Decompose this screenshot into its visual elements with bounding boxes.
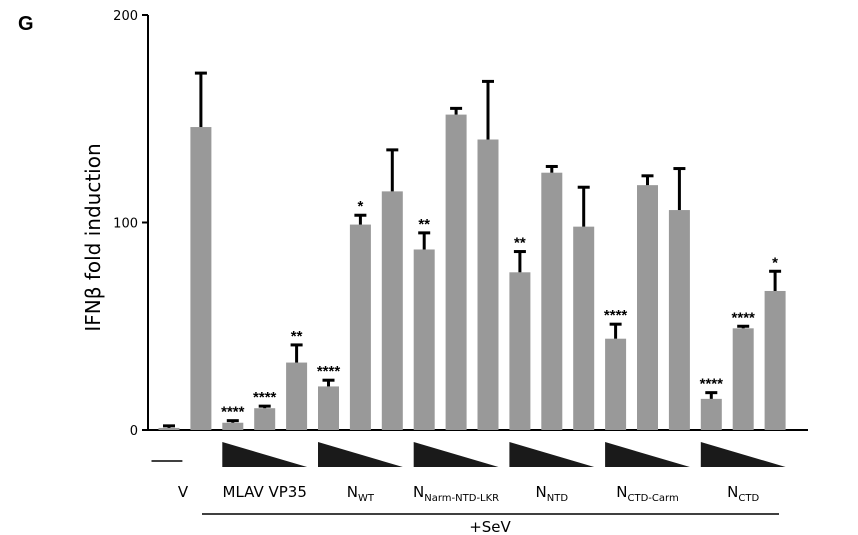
- bar: [190, 127, 212, 431]
- group-label-subscript: Narm-NTD-LKR: [424, 493, 499, 504]
- bar: [668, 210, 690, 430]
- group-label: NNTD: [536, 483, 569, 504]
- significance-label: **: [291, 328, 303, 345]
- group-label-main: N: [727, 483, 738, 501]
- bar: [605, 338, 627, 430]
- bar: [732, 328, 754, 430]
- dose-wedge: [222, 442, 308, 467]
- group-label-main: N: [616, 483, 627, 501]
- bar: [254, 408, 276, 430]
- bar: [413, 249, 435, 430]
- bar: [349, 224, 371, 430]
- axes: 0 100 200 IFNβ fold induction: [81, 9, 808, 439]
- significance-label: ****: [604, 307, 628, 324]
- bar: [477, 139, 499, 430]
- bars: ********************************: [158, 71, 786, 431]
- group-label: NCTD-Carm: [616, 483, 678, 504]
- group-label-main: N: [347, 483, 358, 501]
- y-tick-label: 100: [113, 217, 138, 232]
- bar: [573, 226, 595, 430]
- bar: [700, 398, 722, 430]
- significance-label: ****: [253, 389, 277, 406]
- group-label-subscript: CTD: [738, 493, 759, 504]
- bar: [286, 362, 308, 430]
- bar: [637, 185, 658, 430]
- significance-label: ****: [317, 363, 341, 380]
- group-labels: V MLAV VP35 NWT NNarm-NTD-LKR NNTD NCTD-Carm N…: [151, 442, 786, 535]
- group-label: NWT: [347, 483, 375, 504]
- group-label-main: N: [413, 483, 424, 501]
- group-label-main: N: [536, 483, 547, 501]
- bar: [158, 427, 180, 430]
- bar: [764, 290, 786, 430]
- significance-label: ****: [221, 404, 245, 421]
- y-tick-label: 0: [130, 424, 138, 439]
- sev-label: +SeV: [469, 518, 511, 535]
- bar: [445, 114, 467, 430]
- significance-label: *: [357, 198, 363, 215]
- group-label-main: V: [178, 483, 189, 501]
- significance-label: *: [772, 254, 778, 271]
- dose-wedge: [700, 442, 786, 467]
- bar: [541, 172, 563, 430]
- bar: [222, 422, 244, 430]
- significance-label: ****: [732, 309, 756, 326]
- dose-wedge: [605, 442, 690, 467]
- group-label-main: MLAV VP35: [223, 483, 307, 501]
- bar: [509, 272, 531, 430]
- group-label-subscript: WT: [358, 493, 375, 504]
- panel-letter: G: [18, 13, 34, 35]
- significance-label: **: [418, 216, 430, 233]
- significance-label: ****: [700, 376, 724, 393]
- group-label: MLAV VP35: [223, 483, 307, 501]
- dose-wedge: [509, 442, 595, 467]
- bar: [381, 191, 403, 430]
- group-label: NNarm-NTD-LKR: [413, 483, 499, 504]
- y-axis-label: IFNβ fold induction: [81, 143, 105, 331]
- group-label-subscript: CTD-Carm: [628, 493, 679, 504]
- dose-wedge: [413, 442, 499, 467]
- group-label: V: [178, 483, 189, 501]
- dose-wedge: [318, 442, 403, 467]
- bar: [318, 386, 339, 430]
- y-tick-label: 200: [113, 9, 138, 24]
- group-label-subscript: NTD: [547, 493, 569, 504]
- group-label: NCTD: [727, 483, 759, 504]
- significance-label: **: [514, 235, 526, 252]
